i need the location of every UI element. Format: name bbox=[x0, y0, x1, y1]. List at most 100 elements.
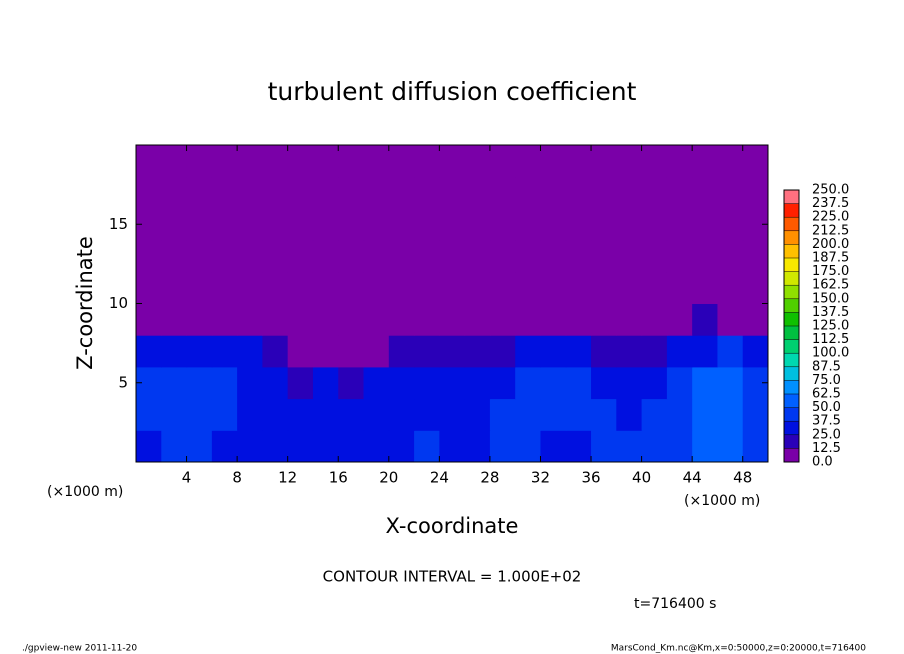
cell bbox=[666, 398, 693, 431]
cell bbox=[692, 303, 718, 336]
cell bbox=[414, 335, 440, 368]
cell bbox=[161, 398, 188, 431]
cell bbox=[388, 240, 415, 273]
colorbar-label: 237.5 bbox=[812, 196, 849, 211]
cell bbox=[388, 208, 415, 241]
cell bbox=[591, 398, 617, 431]
colorbar-band bbox=[784, 244, 799, 258]
cell bbox=[211, 176, 238, 209]
cell bbox=[388, 430, 415, 463]
cell bbox=[312, 366, 339, 400]
x-tick-label: 20 bbox=[379, 469, 398, 487]
cell bbox=[287, 145, 314, 178]
cell bbox=[540, 176, 567, 209]
cell bbox=[489, 366, 516, 400]
cell bbox=[388, 303, 415, 336]
cell bbox=[489, 240, 516, 273]
cell bbox=[692, 366, 718, 400]
cell bbox=[363, 303, 390, 336]
cell bbox=[616, 145, 643, 178]
cell bbox=[161, 271, 188, 304]
cell bbox=[388, 398, 415, 431]
cell bbox=[641, 303, 668, 336]
cell bbox=[237, 303, 263, 336]
cell bbox=[262, 145, 289, 178]
cell bbox=[666, 303, 693, 336]
cell bbox=[363, 176, 390, 209]
cell bbox=[565, 335, 592, 368]
cell bbox=[616, 208, 643, 241]
cell bbox=[211, 335, 238, 368]
colorbar-band bbox=[784, 326, 799, 340]
cell bbox=[641, 176, 668, 209]
cell bbox=[388, 366, 415, 400]
cell bbox=[591, 271, 617, 304]
colorbar-band bbox=[784, 217, 799, 231]
cell bbox=[464, 430, 491, 463]
cell bbox=[338, 208, 365, 241]
contour-interval: CONTOUR INTERVAL = 1.000E+02 bbox=[323, 568, 582, 586]
cell bbox=[641, 366, 668, 400]
cell bbox=[591, 240, 617, 273]
cell bbox=[338, 398, 365, 431]
cell bbox=[742, 240, 769, 273]
cell bbox=[464, 176, 491, 209]
cell bbox=[742, 271, 769, 304]
cell bbox=[591, 208, 617, 241]
cell bbox=[211, 240, 238, 273]
colorbar-band bbox=[784, 203, 799, 218]
cell bbox=[439, 366, 466, 400]
cell bbox=[692, 398, 718, 431]
y-tick-label: 5 bbox=[118, 373, 128, 391]
cell bbox=[312, 176, 339, 209]
cell bbox=[692, 145, 718, 178]
x-tick-label: 40 bbox=[632, 469, 651, 487]
cell bbox=[186, 335, 213, 368]
cell bbox=[565, 303, 592, 336]
cell bbox=[287, 335, 314, 368]
cell bbox=[262, 271, 289, 304]
cell bbox=[363, 271, 390, 304]
cell bbox=[464, 145, 491, 178]
cell bbox=[136, 303, 162, 336]
cell bbox=[515, 303, 541, 336]
x-tick-label: 24 bbox=[430, 469, 449, 487]
cell bbox=[515, 240, 541, 273]
cell bbox=[515, 145, 541, 178]
cell bbox=[287, 208, 314, 241]
cell bbox=[742, 398, 769, 431]
cell bbox=[717, 208, 744, 241]
cell bbox=[262, 335, 289, 368]
cell bbox=[489, 208, 516, 241]
colorbar-label: 100.0 bbox=[812, 346, 849, 361]
cell bbox=[237, 176, 263, 209]
cell bbox=[161, 145, 188, 178]
cell bbox=[742, 335, 769, 368]
cell bbox=[692, 430, 718, 463]
cell bbox=[287, 271, 314, 304]
cell bbox=[565, 240, 592, 273]
cell bbox=[414, 303, 440, 336]
cell bbox=[414, 176, 440, 209]
cell bbox=[515, 208, 541, 241]
cell bbox=[540, 271, 567, 304]
cell bbox=[464, 208, 491, 241]
y-axis-label: Z-coordinate bbox=[73, 236, 97, 370]
cell bbox=[312, 335, 339, 368]
cell bbox=[717, 271, 744, 304]
colorbar-band bbox=[784, 312, 799, 326]
cell bbox=[161, 366, 188, 400]
colorbar-band bbox=[784, 285, 799, 299]
cell bbox=[186, 145, 213, 178]
cell bbox=[717, 176, 744, 209]
cell bbox=[414, 240, 440, 273]
footer-right: MarsCond_Km.nc@Km,x=0:50000,z=0:20000,t=… bbox=[611, 644, 866, 654]
cell bbox=[515, 366, 541, 400]
cell bbox=[565, 176, 592, 209]
cell bbox=[540, 366, 567, 400]
x-tick-label: 48 bbox=[733, 469, 752, 487]
colorbar-label: 87.5 bbox=[812, 359, 841, 374]
x-tick-label: 44 bbox=[683, 469, 702, 487]
colorbar-band bbox=[784, 407, 799, 422]
